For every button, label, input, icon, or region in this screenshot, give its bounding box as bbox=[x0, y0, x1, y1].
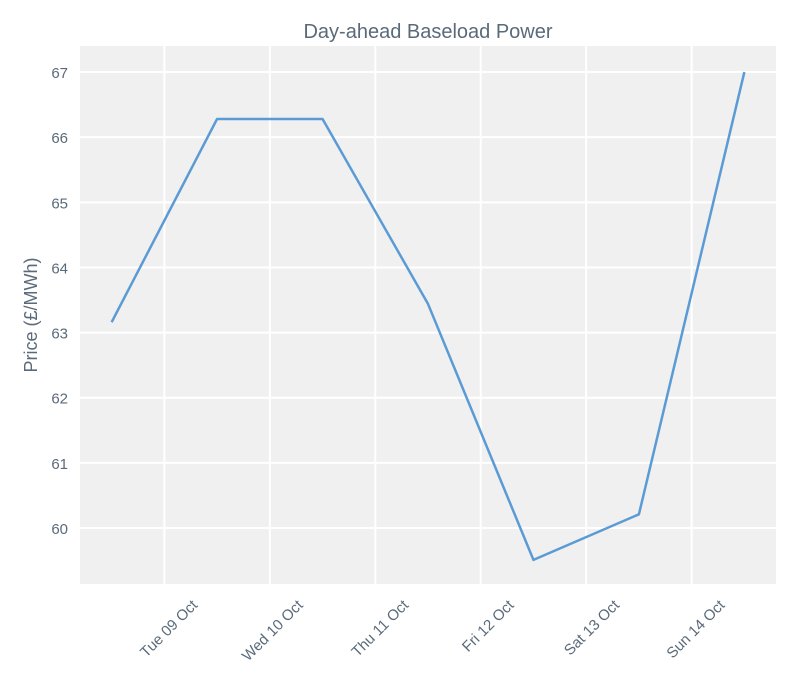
plot-area bbox=[80, 46, 776, 584]
y-tick-label: 62 bbox=[51, 391, 68, 408]
y-axis-label: Price (£/MWh) bbox=[21, 257, 41, 372]
y-tick-label: 65 bbox=[51, 195, 68, 212]
x-tick-label: Sun 14 Oct bbox=[663, 596, 729, 662]
y-tick-label: 61 bbox=[51, 456, 68, 473]
y-tick-label: 60 bbox=[51, 521, 68, 538]
x-tick-label: Sat 13 Oct bbox=[561, 596, 624, 659]
line bbox=[110, 71, 746, 562]
chart-title: Day-ahead Baseload Power bbox=[303, 21, 552, 43]
x-tick-label: Thu 11 Oct bbox=[348, 596, 412, 660]
y-tick-label: 67 bbox=[51, 65, 68, 82]
x-tick-label: Tue 09 Oct bbox=[137, 596, 202, 661]
x-tick-label: Wed 10 Oct bbox=[239, 596, 307, 664]
y-tick-label: 64 bbox=[51, 260, 68, 277]
x-tick-label: Fri 12 Oct bbox=[459, 596, 518, 655]
y-tick-label: 66 bbox=[51, 130, 68, 147]
y-tick-label: 63 bbox=[51, 326, 68, 343]
